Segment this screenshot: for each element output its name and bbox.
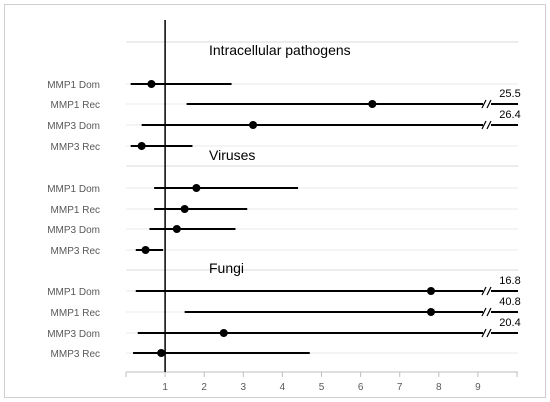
break-mark	[486, 307, 492, 317]
break-mark	[481, 99, 487, 109]
upper-bound-label: 25.5	[499, 88, 520, 100]
point-estimate	[249, 121, 258, 129]
break-gap	[483, 307, 491, 317]
x-tick-label: 3	[241, 382, 247, 393]
x-tick-label: 2	[201, 382, 207, 393]
x-tick-label: 7	[397, 382, 403, 393]
point-estimate	[180, 205, 189, 213]
upper-bound-label: 26.4	[499, 109, 520, 121]
break-mark	[481, 307, 487, 317]
break-gap	[483, 328, 491, 338]
row-label: MMP3 Rec	[51, 349, 100, 360]
point-estimate	[192, 184, 201, 192]
break-mark	[486, 328, 492, 338]
point-estimate	[141, 246, 150, 254]
x-tick-label: 9	[475, 382, 481, 393]
point-estimate	[426, 287, 435, 295]
break-gap	[483, 286, 491, 296]
break-mark	[486, 286, 492, 296]
break-gap	[483, 99, 491, 109]
upper-bound-label: 16.8	[499, 275, 520, 287]
row-label: MMP3 Dom	[47, 121, 100, 132]
break-mark	[481, 120, 487, 130]
group-title: Intracellular pathogens	[209, 42, 351, 58]
point-estimate	[219, 329, 228, 337]
group-title: Fungi	[209, 260, 244, 276]
row-label: MMP1 Dom	[47, 80, 100, 91]
break-mark	[486, 120, 492, 130]
point-estimate	[137, 142, 146, 150]
x-tick-label: 8	[436, 382, 442, 393]
break-mark	[481, 286, 487, 296]
x-tick-label: 5	[319, 382, 325, 393]
x-tick-label: 4	[280, 382, 286, 393]
group-title: Viruses	[209, 147, 255, 163]
upper-bound-label: 40.8	[499, 296, 520, 308]
point-estimate	[368, 100, 377, 108]
break-gap	[483, 120, 491, 130]
row-label: MMP3 Dom	[47, 225, 100, 236]
point-estimate	[157, 349, 166, 357]
row-label: MMP1 Rec	[51, 205, 100, 216]
point-estimate	[426, 308, 435, 316]
row-label: MMP1 Rec	[51, 100, 100, 111]
row-label: MMP3 Rec	[51, 246, 100, 257]
upper-bound-label: 20.4	[499, 317, 520, 329]
row-label: MMP3 Dom	[47, 329, 100, 340]
break-mark	[486, 99, 492, 109]
point-estimate	[172, 225, 181, 233]
row-label: MMP3 Rec	[51, 142, 100, 153]
point-estimate	[147, 80, 156, 88]
break-mark	[481, 328, 487, 338]
row-label: MMP1 Dom	[47, 184, 100, 195]
x-tick-label: 1	[162, 382, 168, 393]
row-label: MMP1 Dom	[47, 287, 100, 298]
x-tick-label: 6	[358, 382, 364, 393]
row-label: MMP1 Rec	[51, 308, 100, 319]
